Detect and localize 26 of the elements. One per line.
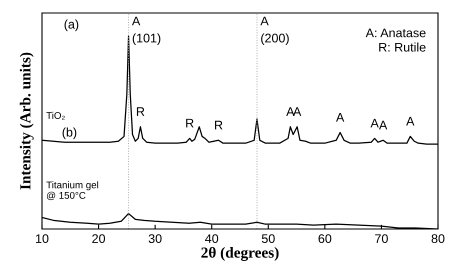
x-tick-label: 50 (262, 234, 275, 244)
annotation: A (336, 113, 344, 122)
x-tick-label: 30 (148, 234, 162, 244)
annotation: R (186, 118, 194, 128)
x-tick-label: 60 (318, 234, 332, 244)
annotation: A (406, 116, 414, 126)
x-tick-label: 10 (36, 234, 48, 244)
annotation: R (215, 120, 222, 130)
x-axis-title: 2θ (degrees) (201, 246, 279, 261)
ref-line-label: A (200) (260, 16, 289, 45)
annotation: R (136, 107, 144, 116)
ref-line-label: A (101) (132, 16, 160, 45)
annotation: A (286, 107, 294, 116)
annotation: A (378, 120, 388, 130)
x-tick-label: 20 (92, 234, 106, 244)
annotation: (b) (62, 127, 76, 140)
annotation: A (292, 107, 302, 116)
x-tick-label: 80 (432, 234, 444, 244)
y-axis-title: Intensity (Arb. units) (20, 52, 34, 190)
annotation: A: Anatase R: Rutile (366, 28, 426, 52)
text: (a) (64, 19, 78, 32)
x-tick-label: 70 (375, 234, 388, 244)
series-label: Titanium gel @ 150°C (46, 181, 98, 200)
x-tick-label: 40 (205, 234, 218, 244)
annotation: A (370, 118, 379, 128)
text: TiO₂ (46, 112, 65, 120)
